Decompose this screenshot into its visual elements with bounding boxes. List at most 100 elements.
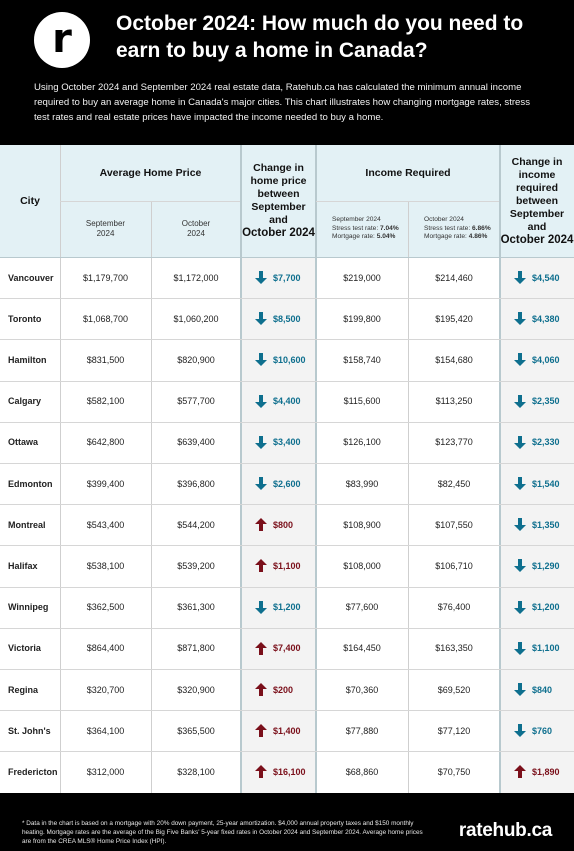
- income-change-cell-value: $4,060: [532, 354, 560, 365]
- sep-price-cell: $582,100: [86, 396, 125, 407]
- city-cell: Toronto: [8, 313, 42, 324]
- income-oct-cell: $70,750: [437, 766, 471, 777]
- income-oct-cell: $106,710: [435, 560, 473, 571]
- income-change-cell-value: $1,100: [532, 643, 560, 654]
- city-cell: Winnipeg: [8, 602, 49, 613]
- income-change-cell-value: $4,380: [532, 313, 560, 324]
- income-change-cell-value: $2,330: [532, 437, 560, 448]
- price-change-cell-value: $16,100: [273, 766, 306, 777]
- income-change-cell: $4,060: [500, 339, 574, 380]
- income-change-cell-value: $2,350: [532, 396, 560, 407]
- intro-paragraph: Using October 2024 and September 2024 re…: [34, 82, 530, 123]
- oct-price-cell: $365,500: [177, 725, 215, 736]
- income-change-cell-value: $1,200: [532, 602, 560, 613]
- price-change-cell-value: $10,600: [273, 354, 306, 365]
- oct-price-cell: $320,900: [177, 684, 215, 695]
- arrow-down-icon: [255, 353, 267, 367]
- price-change-cell: $800: [241, 504, 316, 545]
- income-sep-cell: $77,600: [345, 602, 379, 613]
- income-change-cell: $1,100: [500, 628, 574, 669]
- oct-price-cell: $544,200: [177, 519, 215, 530]
- header-income-sep-2024: September 2024 Stress test rate: 7.04% M…: [332, 216, 399, 241]
- income-oct-cell: $154,680: [435, 354, 473, 365]
- header-city: City: [20, 194, 40, 207]
- divider: [316, 201, 499, 202]
- price-change-cell-value: $1,200: [273, 602, 301, 613]
- arrow-down-icon: [514, 394, 526, 408]
- price-change-cell: $4,400: [241, 381, 316, 422]
- income-sep-cell: $77,880: [345, 725, 379, 736]
- sep-price-cell: $320,700: [86, 684, 125, 695]
- arrow-down-icon: [514, 435, 526, 449]
- income-sep-cell: $108,900: [343, 519, 381, 530]
- header-change-income: Change in income required between Septem…: [500, 155, 574, 246]
- sep-price-cell: $312,000: [86, 766, 125, 777]
- oct-price-cell: $396,800: [177, 478, 215, 489]
- income-table: City Average Home Price September 2024 Oc…: [0, 145, 574, 793]
- row-divider: [0, 751, 574, 753]
- header-income-oct-2024: October 2024 Stress test rate: 6.86% Mor…: [424, 216, 491, 241]
- row-divider: [0, 298, 574, 300]
- price-change-cell-value: $200: [273, 684, 294, 695]
- arrow-up-icon: [514, 765, 526, 779]
- arrow-down-icon: [514, 271, 526, 285]
- row-divider: [0, 669, 574, 670]
- income-change-cell-value: $1,350: [532, 519, 560, 530]
- divider: [240, 145, 242, 793]
- ratehub-brand: ratehub.ca: [458, 820, 552, 841]
- price-change-cell: $2,600: [241, 463, 316, 504]
- price-change-cell-value: $2,600: [273, 478, 301, 489]
- price-change-cell-value: $4,400: [273, 396, 301, 407]
- income-sep-cell: $83,990: [345, 478, 379, 489]
- oct-price-cell: $539,200: [177, 560, 215, 571]
- income-change-cell: $4,540: [500, 257, 574, 298]
- city-cell: Hamilton: [8, 354, 47, 365]
- price-change-cell: $16,100: [241, 751, 316, 792]
- income-change-cell-value: $1,890: [532, 766, 560, 777]
- price-change-cell: $8,500: [241, 298, 316, 339]
- city-cell: Victoria: [8, 643, 41, 654]
- arrow-down-icon: [255, 312, 267, 326]
- income-sep-cell: $199,800: [343, 313, 381, 324]
- divider: [151, 201, 152, 793]
- income-sep-cell: $108,000: [343, 560, 381, 571]
- arrow-down-icon: [255, 477, 267, 491]
- oct-price-cell: $639,400: [177, 437, 215, 448]
- income-sep-cell: $70,360: [345, 684, 379, 695]
- header-banner: r October 2024: How much do you need to …: [0, 0, 574, 145]
- row-divider: [0, 421, 574, 423]
- income-change-cell: $840: [500, 669, 574, 710]
- arrow-up-icon: [255, 765, 267, 779]
- divider: [60, 145, 61, 793]
- city-cell: Calgary: [8, 396, 42, 407]
- arrow-down-icon: [514, 353, 526, 367]
- city-cell: Edmonton: [8, 478, 53, 489]
- city-cell: Ottawa: [8, 437, 39, 448]
- income-sep-cell: $164,450: [343, 643, 381, 654]
- sep-price-cell: $831,500: [86, 354, 125, 365]
- price-change-cell-value: $1,100: [273, 560, 301, 571]
- income-change-cell: $1,200: [500, 587, 574, 628]
- city-cell: Fredericton: [8, 766, 58, 777]
- sep-price-cell: $538,100: [86, 560, 125, 571]
- income-oct-cell: $82,450: [437, 478, 471, 489]
- income-oct-cell: $214,460: [435, 272, 473, 283]
- header-sep-2024: September 2024: [85, 219, 126, 238]
- header-income-required: Income Required: [365, 166, 451, 179]
- row-divider: [0, 710, 574, 712]
- price-change-cell: $1,100: [241, 545, 316, 586]
- arrow-down-icon: [255, 271, 267, 285]
- sep-price-cell: $364,100: [86, 725, 125, 736]
- price-change-cell-value: $800: [273, 519, 294, 530]
- income-oct-cell: $107,550: [435, 519, 473, 530]
- arrow-down-icon: [514, 559, 526, 573]
- price-change-cell: $1,400: [241, 710, 316, 751]
- header-average-home-price: Average Home Price: [99, 166, 202, 179]
- arrow-down-icon: [255, 394, 267, 408]
- income-change-cell: $4,380: [500, 298, 574, 339]
- arrow-up-icon: [255, 641, 267, 655]
- row-divider: [0, 627, 574, 629]
- price-change-cell: $7,700: [241, 257, 316, 298]
- city-cell: Halifax: [8, 560, 38, 571]
- arrow-up-icon: [255, 724, 267, 738]
